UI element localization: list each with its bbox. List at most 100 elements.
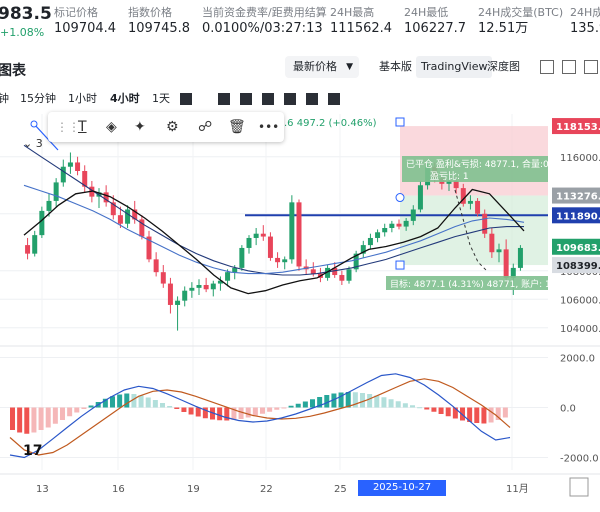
candle [467, 200, 473, 204]
stat-label: 24H成 [570, 6, 600, 19]
macd-bar [45, 407, 51, 428]
candle [517, 247, 523, 268]
trash-icon[interactable]: 🗑︎ [228, 119, 246, 135]
candle [139, 219, 145, 237]
tool-handle [395, 193, 405, 203]
price-type-dropdown[interactable]: 最新价格 ▼ [285, 56, 359, 78]
candle [310, 269, 316, 274]
macd-bar [481, 407, 487, 424]
macd-bar [345, 392, 351, 408]
indicator-toggle-3[interactable] [240, 93, 252, 105]
stat-value: 0.0100%/03:27:13 [202, 21, 323, 36]
candle [132, 209, 138, 220]
stat-label: 24H成交量(BTC) [478, 6, 564, 19]
view-depth[interactable]: 深度图 [487, 60, 520, 73]
macd-bar [452, 407, 458, 419]
indicator-toggle-1[interactable] [180, 93, 192, 105]
candle [275, 257, 281, 263]
timeframe-1h[interactable]: 1小时 [68, 92, 97, 105]
indicator-toggle-4[interactable] [262, 93, 274, 105]
stat-24h-low: 24H最低 106227.7 [404, 6, 466, 38]
view-tradingview[interactable]: TradingView [416, 56, 493, 78]
fullscreen-icon[interactable] [562, 60, 576, 74]
stat-value: 106227.7 [404, 21, 467, 36]
stat-funding-rate: 当前资金费率/距费用结算 0.0100%/03:27:13 [202, 6, 327, 38]
price-badge-text: 113276.7 [556, 192, 600, 203]
macd-bar [188, 407, 194, 415]
ratio-label: 盈亏比: 1 [430, 170, 469, 182]
candle [353, 253, 359, 270]
price-badge [552, 118, 600, 135]
macd-bar [438, 407, 444, 414]
stat-label: 24H最低 [404, 6, 449, 19]
tradingview-logo: 17 [23, 443, 43, 459]
indicator-toggle-2[interactable] [218, 93, 230, 105]
macd-bar [281, 407, 287, 409]
candle [360, 245, 366, 254]
chart-header: 图表 最新价格 ▼ 基本版 TradingView 深度图 [0, 56, 600, 82]
dropdown-label: 最新价格 [293, 60, 337, 73]
axis-settings-icon [569, 477, 589, 497]
candle [75, 162, 81, 171]
macd-bar [131, 394, 137, 408]
candle [146, 236, 152, 260]
settings-icon[interactable] [584, 60, 598, 74]
candle [32, 235, 38, 254]
time-tick: 13 [36, 484, 49, 495]
gear-icon[interactable]: ⚙ [166, 119, 179, 135]
text-icon[interactable]: T [78, 119, 87, 135]
candle [110, 202, 116, 216]
candle [67, 162, 73, 167]
macd-bar [17, 407, 23, 433]
collapse-indicators[interactable]: ⌄ 3 [23, 137, 43, 150]
price-badge-text: 111890.4 [556, 211, 600, 222]
brush-icon[interactable]: ✦ [134, 119, 146, 135]
macd-bar [52, 407, 58, 424]
macd-bar [274, 407, 280, 410]
chart-title: 图表 [0, 63, 26, 79]
macd-bar [431, 407, 437, 412]
timeframe-1d[interactable]: 1天 [152, 92, 170, 105]
tool-handle [395, 260, 405, 270]
fill-icon[interactable]: ◈ [106, 119, 117, 135]
indicator-toggle-7[interactable] [328, 93, 340, 105]
chevron-down-icon: ▼ [346, 62, 353, 72]
more-icon[interactable]: ••• [258, 120, 280, 134]
indicator-toggle-5[interactable] [284, 93, 296, 105]
price-tick: 106000.0 [560, 295, 600, 306]
macd-bar [445, 407, 451, 417]
macd-tick: 2000.0 [560, 354, 595, 365]
macd-bar [110, 396, 115, 408]
candle [475, 200, 481, 214]
candle [403, 220, 409, 227]
macd-bar [488, 407, 494, 423]
macd-bar [117, 394, 123, 408]
candle [296, 202, 302, 267]
market-stats-bar: 983.5 +1.08% 标记价格 109704.4 指数价格 109745.8… [0, 0, 600, 44]
timeframe-minute[interactable]: 钟 [0, 92, 9, 105]
macd-bar [402, 403, 408, 408]
stat-label: 指数价格 [128, 6, 172, 19]
candle [389, 223, 395, 228]
indicator-toggle-6[interactable] [306, 93, 318, 105]
price-badge-text: 118153.8 [556, 122, 600, 133]
macd-bar [381, 397, 387, 408]
layout-icon[interactable] [540, 60, 554, 74]
view-basic[interactable]: 基本版 [379, 60, 412, 73]
timeframe-15m[interactable]: 15分钟 [20, 92, 56, 105]
candle [382, 228, 388, 233]
timeframe-4h[interactable]: 4小时 [110, 92, 140, 105]
ohlc-legend: .6 497.2 (+0.46%) [284, 118, 377, 129]
drag-handle-icon[interactable]: ⋮⋮ [56, 120, 80, 134]
lock-icon[interactable]: ☍ [198, 119, 213, 135]
price-tick: 116000.0 [560, 153, 600, 164]
macd-bar [417, 407, 423, 409]
macd-bar [474, 407, 480, 423]
time-tick: 11月 [506, 483, 529, 495]
candle [239, 247, 245, 268]
candle [160, 272, 166, 284]
candle [417, 185, 423, 210]
closed-label: 已平仓 盈利&亏损: 4877.1, 合量:0 [406, 158, 549, 170]
macd-bar [374, 395, 380, 408]
